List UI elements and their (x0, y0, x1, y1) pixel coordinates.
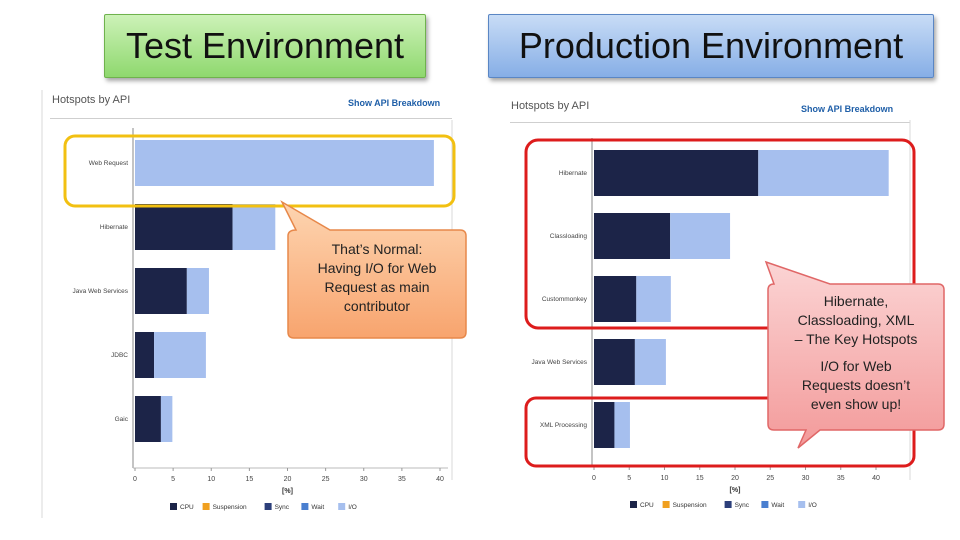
prod-x-tick-label: 25 (766, 475, 774, 482)
callout-line: Classloading, XML (797, 312, 915, 328)
test-callout-bubble (280, 200, 467, 339)
test-x-tick-label: 5 (171, 476, 175, 483)
prod-x-tick-label: 5 (627, 475, 631, 482)
test-legend-label: I/O (348, 504, 357, 511)
prod-bar-cpu (594, 150, 759, 196)
prod-chart: 0 5 10 15 20 25 30 35 40 [%] Hibernate Classloading… (531, 138, 889, 509)
prod-x-tick-label: 0 (592, 475, 596, 482)
prod-legend-label: CPU (640, 502, 654, 509)
callout-line: Having I/O for Web (317, 260, 437, 276)
callout-line: Hibernate, (823, 293, 889, 309)
production-environment-title: Production Environment (488, 14, 934, 78)
test-bar-cpu (135, 396, 161, 442)
test-x-tick-label: 0 (133, 476, 137, 483)
prod-panel-header: Hotspots by API (511, 100, 590, 112)
prod-legend-label: Suspension (673, 502, 707, 509)
test-legend-label: Wait (311, 504, 324, 511)
callout-line: Request as main (324, 279, 430, 295)
prod-bar-cpu (594, 339, 635, 385)
test-legend-swatch (170, 503, 177, 510)
test-category-label: Gaic (115, 416, 129, 423)
prod-category-label: Custommonkey (542, 296, 588, 303)
test-legend-swatch (202, 503, 210, 510)
test-chart: 0 5 10 15 20 25 30 35 40 [%] Web Request Hibernate J… (72, 128, 448, 511)
prod-bar-cpu (594, 276, 637, 322)
prod-x-tick-label: 35 (837, 475, 845, 482)
prod-x-tick-label: 15 (696, 475, 704, 482)
test-category-label: Web Request (89, 160, 128, 167)
test-x-tick-label: 25 (322, 476, 330, 483)
prod-bar-io (758, 150, 889, 196)
prod-header-divider (510, 122, 910, 123)
test-bar-cpu (135, 332, 155, 378)
test-category-label: Hibernate (100, 224, 129, 231)
test-x-tick-label: 30 (360, 476, 368, 483)
test-x-tick-label: 35 (398, 476, 406, 483)
test-legend-swatch (264, 503, 272, 510)
prod-x-axis-label: [%] (730, 487, 741, 494)
prod-legend-swatch (724, 501, 732, 508)
prod-legend-swatch (630, 501, 637, 508)
prod-legend-label: Wait (771, 502, 784, 509)
prod-legend-swatch (761, 501, 769, 508)
test-bar-cpu (135, 204, 233, 250)
test-bar-io (135, 140, 434, 186)
callout-line: That’s Normal: (331, 241, 423, 257)
test-x-axis-label: [%] (282, 488, 293, 495)
test-show-api-breakdown-link[interactable]: Show API Breakdown (348, 98, 441, 108)
prod-callout-text: Hibernate, Classloading, XML – The Key H… (772, 292, 940, 414)
test-bar-io (160, 396, 173, 442)
test-x-tick-label: 20 (284, 476, 292, 483)
test-category-label: Java Web Services (72, 288, 128, 295)
callout-line: contributor (343, 298, 411, 314)
prod-bar-cpu (594, 213, 671, 259)
test-legend-label: Sync (275, 504, 290, 511)
test-legend-swatch (301, 503, 309, 510)
key-hotspots-highlight-frame (524, 138, 916, 330)
callout-line: even show up! (810, 396, 902, 412)
test-legend-swatch (338, 503, 346, 510)
prod-x-tick-label: 30 (802, 475, 810, 482)
callout-line: Requests doesn’t (801, 377, 911, 393)
prod-category-label: Java Web Services (531, 359, 587, 366)
prod-legend-swatch (798, 501, 806, 508)
prod-bar-io (636, 276, 671, 322)
prod-callout-bubble (764, 260, 945, 449)
test-bar-io (232, 204, 276, 250)
test-environment-title: Test Environment (104, 14, 426, 78)
prod-category-label: Classloading (550, 233, 588, 240)
test-callout-text: That’s Normal: Having I/O for Web Reques… (292, 240, 462, 316)
test-bar-io (154, 332, 206, 378)
prod-category-label: Hibernate (559, 170, 588, 177)
prod-x-tick-label: 20 (731, 475, 739, 482)
prod-legend-label: Sync (735, 502, 750, 509)
prod-x-tick-label: 10 (661, 475, 669, 482)
test-bar-cpu (135, 268, 187, 314)
xml-processing-highlight-frame (524, 396, 916, 468)
test-legend-label: CPU (180, 504, 194, 511)
test-legend-label: Suspension (213, 504, 247, 511)
prod-bar-io (614, 402, 630, 448)
test-category-label: JDBC (111, 352, 128, 359)
test-x-tick-label: 15 (245, 476, 253, 483)
test-header-divider (50, 118, 452, 119)
test-x-tick-label: 10 (207, 476, 215, 483)
prod-bar-cpu (594, 402, 615, 448)
prod-bar-io (634, 339, 666, 385)
test-panel-header: Hotspots by API (52, 94, 131, 106)
callout-line: – The Key Hotspots (794, 331, 918, 347)
prod-legend-label: I/O (808, 502, 817, 509)
prod-category-label: XML Processing (540, 422, 587, 429)
prod-bar-io (670, 213, 731, 259)
prod-show-api-breakdown-link[interactable]: Show API Breakdown (801, 104, 894, 114)
web-request-highlight-frame (63, 134, 456, 208)
prod-x-tick-label: 40 (872, 475, 880, 482)
test-x-tick-label: 40 (436, 476, 444, 483)
test-bar-io (186, 268, 209, 314)
callout-line: I/O for Web (820, 358, 892, 374)
prod-legend-swatch (662, 501, 670, 508)
